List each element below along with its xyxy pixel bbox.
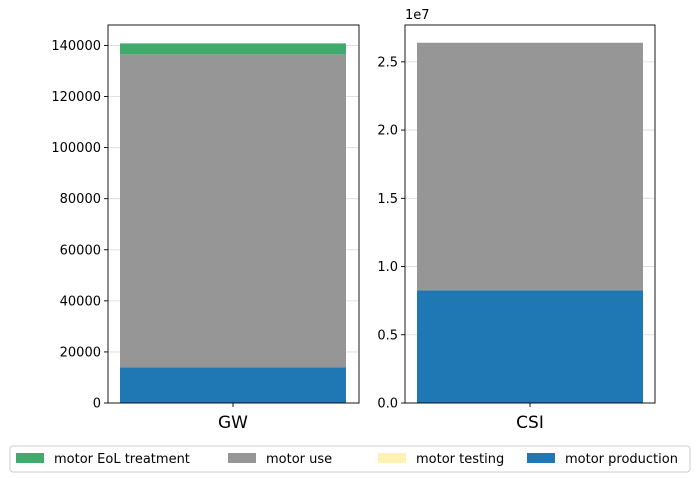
legend-box: [9, 445, 691, 473]
y-tick-label: 140000: [51, 39, 101, 54]
y-tick-label: 1.5: [377, 192, 398, 207]
axes-frame: [107, 24, 360, 404]
legend-label-motor-eol-treatment: motor EoL treatment: [54, 452, 190, 467]
legend-label-motor-testing: motor testing: [416, 452, 504, 467]
y-tick-label: 60000: [60, 243, 101, 258]
bar-csi-motor-production: [417, 290, 643, 403]
bar-gw-motor-use: [120, 54, 346, 368]
chart-panel-csi: 0.0 0.5 1.0 1.5 2.0 2.5 1e7 CSI: [377, 8, 656, 433]
y-tick-label: 100000: [51, 141, 101, 156]
bar-gw-motor-eol-treatment: [120, 43, 346, 55]
y-tick-label: 40000: [60, 294, 101, 309]
legend-swatch-motor-production: [527, 453, 555, 463]
x-category-label: CSI: [516, 413, 544, 433]
y-tick-label: 20000: [60, 345, 101, 360]
legend-label-motor-production: motor production: [565, 452, 678, 467]
y-tick-label: 0.0: [377, 397, 398, 412]
chart-panel-gw: 0 20000 40000 60000 80000 100000 120000 140000 G…: [51, 24, 360, 433]
y-offset-label: 1e7: [405, 8, 430, 23]
bar-gw-motor-production: [120, 367, 346, 403]
y-tick-label: 2.5: [377, 55, 398, 70]
legend-swatch-motor-testing: [378, 453, 406, 463]
legend: motor EoL treatment motor use motor testin…: [9, 445, 691, 473]
y-tick-label: 1.0: [377, 260, 398, 275]
bar-csi-motor-use: [417, 42, 643, 291]
y-tick-label: 0: [93, 397, 101, 412]
y-tick-label: 120000: [51, 90, 101, 105]
y-tick-label: 80000: [60, 192, 101, 207]
y-tick-label: 2.0: [377, 124, 398, 139]
legend-swatch-motor-eol-treatment: [16, 453, 44, 463]
y-tick-label: 0.5: [377, 328, 398, 343]
x-category-label: GW: [218, 413, 248, 433]
legend-swatch-motor-use: [228, 453, 256, 463]
legend-label-motor-use: motor use: [266, 452, 332, 467]
